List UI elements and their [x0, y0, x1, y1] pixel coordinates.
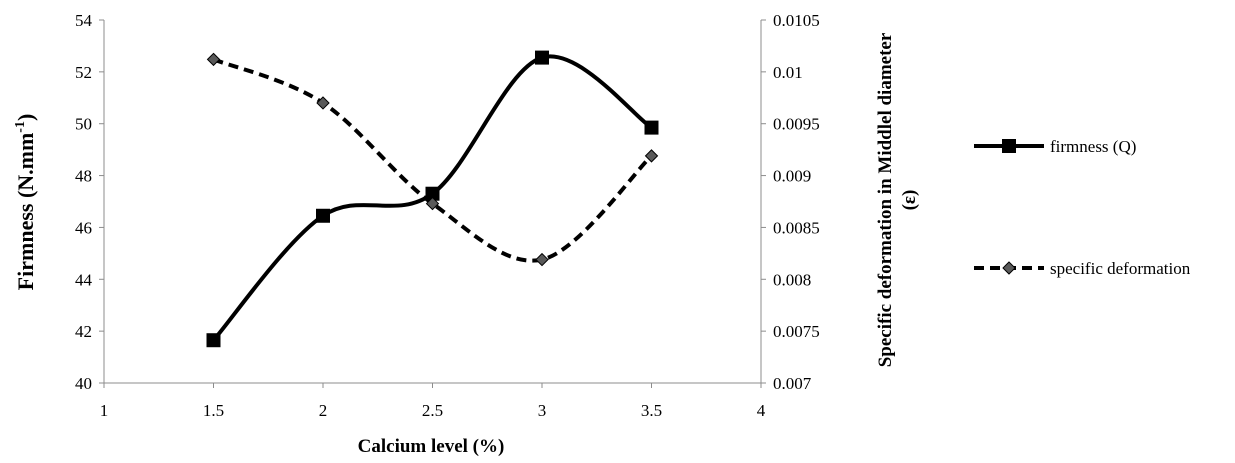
data-point-deformation — [206, 52, 221, 67]
legend-marker-deformation — [1002, 261, 1016, 275]
data-point-deformation — [425, 196, 440, 211]
y2-axis-title-line2: (ε) — [899, 190, 920, 211]
y2-tick-label: 0.01 — [773, 63, 803, 82]
y-axis-title-close: ) — [13, 114, 38, 121]
x-tick-label: 3 — [538, 401, 547, 420]
data-point-deformation — [535, 252, 549, 267]
tick-labels: 40424446485052540.0070.00750.0080.00850.… — [75, 11, 820, 420]
series-line-deformation — [212, 57, 653, 263]
y-axis-title-main: Firmness (N.mm — [13, 133, 38, 291]
y-axis-title: Firmness (N.mm-1) — [13, 114, 38, 291]
y2-tick-label: 0.008 — [773, 270, 811, 289]
y2-tick-label: 0.0085 — [773, 218, 820, 237]
y-tick-label: 42 — [75, 322, 92, 341]
legend: firmness (Q) specific deformation — [974, 137, 1191, 278]
y2-tick-label: 0.0075 — [773, 322, 820, 341]
x-tick-label: 1 — [100, 401, 109, 420]
x-tick-label: 3.5 — [641, 401, 662, 420]
y2-tick-label: 0.009 — [773, 167, 811, 186]
y-tick-label: 50 — [75, 115, 92, 134]
y-tick-label: 44 — [75, 270, 93, 289]
data-point-firmness — [206, 333, 221, 348]
legend-item-firmness: firmness (Q) — [974, 137, 1136, 156]
x-tick-label: 2 — [319, 401, 328, 420]
legend-marker-firmness — [1002, 139, 1016, 153]
y2-tick-label: 0.0105 — [773, 11, 820, 30]
plot-area — [206, 50, 659, 348]
data-point-deformation — [316, 96, 330, 110]
x-tick-label: 4 — [757, 401, 766, 420]
y-tick-label: 46 — [75, 218, 92, 237]
x-tick-label: 2.5 — [422, 401, 443, 420]
y-tick-label: 54 — [75, 11, 93, 30]
legend-label-firmness: firmness (Q) — [1050, 137, 1136, 156]
y-tick-label: 40 — [75, 374, 92, 393]
legend-label-deformation: specific deformation — [1050, 259, 1191, 278]
y2-tick-label: 0.007 — [773, 374, 812, 393]
y2-axis-title-line1: Specific deformation in Middlel diameter — [875, 32, 896, 367]
legend-item-deformation: specific deformation — [974, 259, 1191, 278]
y-axis-title-superscript: -1 — [13, 121, 28, 133]
data-point-firmness — [316, 208, 330, 223]
data-point-firmness — [535, 50, 549, 65]
data-point-deformation — [644, 149, 659, 163]
y2-tick-label: 0.0095 — [773, 115, 820, 134]
data-point-firmness — [425, 186, 440, 201]
x-tick-label: 1.5 — [203, 401, 224, 420]
axes — [99, 19, 766, 388]
y-tick-label: 48 — [75, 167, 92, 186]
y-tick-label: 52 — [75, 63, 92, 82]
x-axis-title: Calcium level (%) — [358, 436, 505, 457]
data-point-firmness — [644, 120, 659, 135]
